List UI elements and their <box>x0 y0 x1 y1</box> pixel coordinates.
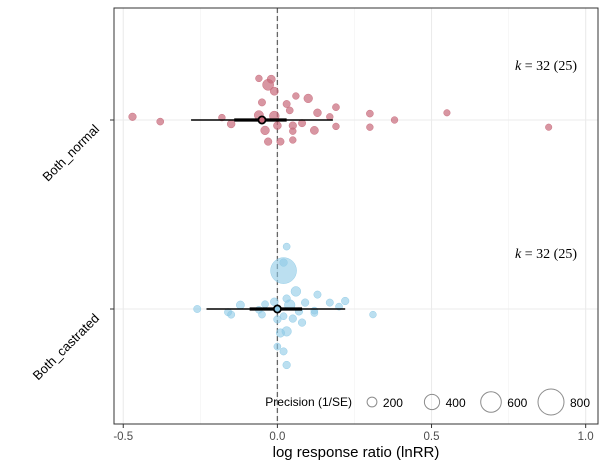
legend-title: Precision (1/SE) <box>265 395 352 409</box>
mean-estimate <box>257 115 267 125</box>
data-point <box>273 342 282 351</box>
data-point <box>390 116 399 124</box>
x-tick-label: 0.0 <box>269 431 285 443</box>
k-label-k: k <box>515 59 522 74</box>
x-tick-label: 1.0 <box>578 431 594 443</box>
data-point <box>310 306 319 315</box>
data-point <box>193 305 202 313</box>
legend-label: 400 <box>446 396 466 410</box>
x-tick-label: 0.5 <box>424 431 440 443</box>
data-point <box>269 86 279 96</box>
data-point <box>301 298 310 307</box>
data-point <box>443 109 451 117</box>
k-label: k = 32 (25) <box>515 247 577 262</box>
data-point <box>289 136 297 144</box>
data-point <box>326 113 334 121</box>
data-point <box>313 108 322 118</box>
data-point <box>261 300 269 309</box>
data-point <box>288 314 297 323</box>
data-point <box>341 296 350 306</box>
data-point <box>369 310 377 319</box>
panel-border <box>113 7 599 425</box>
data-point <box>290 286 302 297</box>
data-point <box>258 98 266 107</box>
x-axis: -0.5 0.0 0.5 1.0 <box>113 424 594 443</box>
data-point <box>276 137 285 146</box>
data-point <box>156 117 165 126</box>
data-point <box>275 328 285 338</box>
data-point <box>285 106 294 115</box>
mean-estimate <box>272 304 282 314</box>
data-point <box>297 318 307 327</box>
data-point <box>303 93 313 104</box>
data-point <box>282 360 291 370</box>
data-point <box>313 290 322 299</box>
x-axis-title: log response ratio (lnRR) <box>273 444 440 461</box>
precision-legend: Precision (1/SE) 200 400 600 800 <box>265 388 590 416</box>
data-point <box>545 123 553 131</box>
data-point <box>264 137 273 146</box>
data-point <box>273 315 282 324</box>
legend-symbol <box>537 388 565 416</box>
data-point <box>282 100 291 108</box>
data-point <box>289 127 297 135</box>
legend-symbol <box>366 396 378 408</box>
data-point <box>273 121 282 130</box>
k-label-eq: = 32 <box>521 59 550 74</box>
data-point <box>332 122 340 131</box>
data-point <box>282 242 291 251</box>
k-labels: k = 32 (25)k = 32 (25) <box>515 59 577 262</box>
data-point <box>260 125 270 136</box>
k-label-paren: (25) <box>550 59 577 74</box>
data-point <box>236 300 245 310</box>
data-point <box>366 123 374 131</box>
legend-label: 200 <box>383 396 403 410</box>
data-point <box>279 312 288 321</box>
data-point <box>128 112 137 121</box>
data-point <box>270 257 297 284</box>
data-point <box>227 310 236 319</box>
data-point <box>279 347 288 356</box>
legend-label: 800 <box>570 396 590 410</box>
intervals <box>191 115 346 314</box>
data-point <box>325 298 334 307</box>
data-point <box>226 119 236 129</box>
k-label-eq: = 32 <box>521 247 550 262</box>
k-label-k: k <box>515 247 522 262</box>
data-point <box>366 109 374 118</box>
data-point <box>310 126 319 135</box>
data-point <box>292 92 300 100</box>
data-point <box>255 74 263 83</box>
data-point <box>266 74 276 84</box>
legend-symbol <box>423 393 441 411</box>
k-label: k = 32 (25) <box>515 59 577 74</box>
data-point <box>332 103 340 111</box>
k-label-paren: (25) <box>550 247 577 262</box>
data-point <box>258 310 266 319</box>
x-tick-label: -0.5 <box>113 431 133 443</box>
legend-label: 600 <box>507 396 527 410</box>
legend-symbol <box>480 391 502 413</box>
